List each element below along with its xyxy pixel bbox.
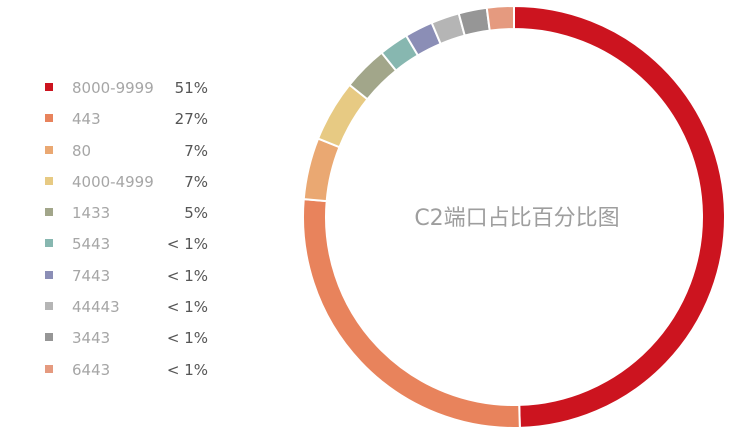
legend-item: 1433 5% xyxy=(40,203,240,234)
legend-percent: 5% xyxy=(184,204,208,223)
legend-percent: 7% xyxy=(184,172,208,191)
donut-slices xyxy=(302,4,726,429)
legend-swatch xyxy=(45,270,53,279)
legend-swatch xyxy=(45,364,53,373)
legend-item: 44443 < 1% xyxy=(40,297,240,328)
legend-item: 7443 < 1% xyxy=(40,266,240,297)
legend-swatch xyxy=(45,145,53,154)
legend-swatch xyxy=(45,302,53,311)
legend-swatch xyxy=(45,333,53,342)
legend-label: 6443 xyxy=(72,360,111,379)
legend-label: 4000-4999 xyxy=(72,172,154,191)
legend-swatch xyxy=(45,239,53,248)
legend-percent: < 1% xyxy=(166,298,208,317)
legend-percent: < 1% xyxy=(166,266,208,285)
legend-percent: < 1% xyxy=(166,329,208,348)
legend-item: 4000-4999 7% xyxy=(40,172,240,203)
legend-label: 3443 xyxy=(72,329,111,348)
legend-label: 7443 xyxy=(72,266,111,285)
legend-label: 44443 xyxy=(72,298,120,317)
donut-slice xyxy=(302,137,341,203)
legend-label: 5443 xyxy=(72,235,111,254)
legend-percent: < 1% xyxy=(166,235,208,254)
legend-item: 443 27% xyxy=(40,109,240,140)
legend-percent: 51% xyxy=(174,79,208,97)
legend-swatch xyxy=(45,208,53,217)
legend-item: 5443 < 1% xyxy=(40,234,240,265)
legend-label: 1433 xyxy=(72,204,111,223)
chart-legend: 8000-9999 51% 443 27% 80 7% 4000-4999 7% 1433 5% 5… xyxy=(40,78,240,391)
legend-swatch xyxy=(45,176,53,185)
legend-swatch xyxy=(45,83,53,91)
donut-slice xyxy=(485,4,515,32)
legend-item: 3443 < 1% xyxy=(40,328,240,359)
legend-item: 8000-9999 51% xyxy=(40,78,240,109)
legend-item: 6443 < 1% xyxy=(40,360,240,391)
legend-item: 80 7% xyxy=(40,141,240,172)
chart-title: C2端口占比百分比图 xyxy=(414,206,619,231)
legend-swatch xyxy=(45,114,53,123)
donut-slice xyxy=(457,6,491,37)
donut-slice xyxy=(302,198,521,429)
legend-percent: 27% xyxy=(174,110,208,129)
legend-label: 80 xyxy=(72,141,92,160)
legend-label: 8000-9999 xyxy=(72,79,154,97)
legend-percent: 7% xyxy=(184,141,208,160)
legend-label: 443 xyxy=(72,110,101,129)
legend-percent: < 1% xyxy=(166,360,208,379)
